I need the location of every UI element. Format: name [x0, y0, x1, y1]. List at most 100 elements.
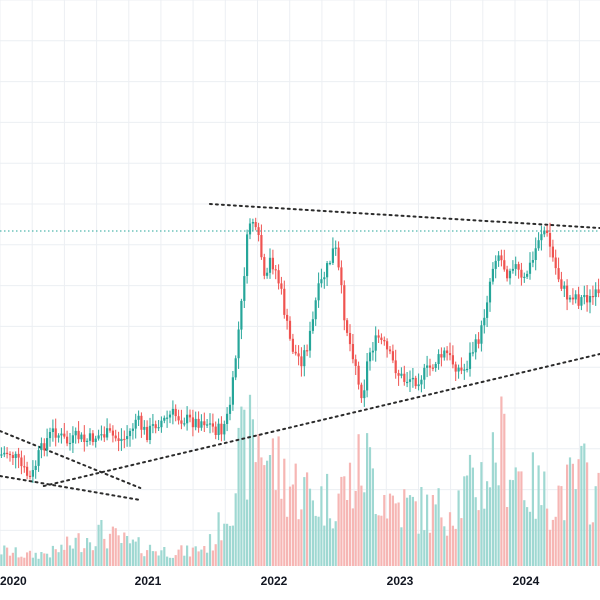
candle-body [23, 466, 26, 468]
volume-bar [277, 436, 280, 566]
candles [0, 217, 600, 483]
volume-bar [566, 464, 569, 566]
candle-body [308, 330, 312, 351]
candle-body [488, 281, 492, 303]
volume-bar [217, 512, 220, 566]
candle-body [397, 373, 400, 376]
volume-bar [263, 465, 266, 566]
volume-bar [363, 492, 366, 566]
volume-bar [68, 545, 72, 566]
volume-bar [443, 526, 446, 566]
volume-bar [103, 538, 106, 566]
volume-bar [123, 532, 126, 566]
volume-bar [577, 459, 580, 566]
volume-bar [280, 498, 283, 566]
candle-body [528, 262, 532, 274]
candle-body [168, 414, 172, 418]
candle-body [268, 257, 272, 273]
volume-bar [434, 504, 437, 566]
candle-body [483, 317, 486, 326]
candle-body [71, 435, 74, 443]
volume-bar [417, 533, 420, 566]
candle-body [463, 369, 466, 371]
candle-body [183, 423, 186, 425]
x-tick-label: 2021 [135, 574, 162, 588]
volume-bar [563, 520, 566, 566]
candle-body [51, 428, 54, 432]
candle-body [411, 377, 414, 380]
candle-body [480, 325, 483, 344]
candle-body [440, 354, 443, 358]
candle-body [417, 384, 420, 387]
volume-bar [357, 434, 360, 566]
candle-body [551, 246, 554, 258]
candle-body [91, 433, 94, 442]
candle-body [428, 365, 432, 368]
candle-body [383, 340, 386, 342]
volume-bar [134, 541, 137, 566]
volume-bar [0, 554, 3, 566]
volume-bar [420, 487, 423, 566]
candle-body [28, 475, 32, 477]
volume-bar [106, 548, 109, 566]
candle-body [403, 373, 406, 382]
volume-bar [323, 525, 326, 566]
candle-body [237, 329, 240, 359]
candle-body [326, 263, 329, 278]
volume-bar [86, 538, 89, 566]
trendline [208, 203, 600, 229]
candle-body [220, 423, 223, 435]
volume-bar [120, 543, 123, 566]
volume-bar [383, 495, 386, 566]
candle-body [303, 350, 306, 367]
volume-bar [334, 521, 337, 566]
volume-bar [388, 493, 392, 566]
volume-bar [6, 547, 9, 566]
candle-body [286, 314, 289, 321]
volume-bar [377, 515, 380, 566]
volume-bar [543, 471, 546, 566]
volume-bar [271, 438, 274, 566]
candle-body [277, 270, 280, 284]
candle-body [14, 453, 17, 458]
volume-bar [260, 457, 263, 566]
volume-bar [286, 516, 289, 566]
trendline [42, 353, 600, 487]
volume-bar [303, 477, 306, 566]
volume-bar [14, 547, 17, 566]
candle-body [388, 349, 392, 352]
candle-body [474, 339, 477, 353]
volume-bar [328, 518, 332, 566]
candle-body [366, 361, 369, 391]
volume-bar [588, 524, 592, 566]
volume-bar [374, 514, 377, 566]
volume-bar [454, 528, 457, 566]
volume-bar [486, 481, 489, 566]
candle-body [477, 339, 480, 344]
volume-bar [83, 548, 86, 566]
volume-bar [208, 534, 212, 566]
candle-body [123, 438, 126, 441]
volume-bar [40, 552, 43, 566]
candle-body [243, 276, 246, 301]
candle-body [434, 364, 437, 368]
candle-body [563, 285, 566, 289]
trendlines [0, 203, 600, 501]
candle-body [537, 240, 540, 249]
candle-body [508, 270, 512, 279]
volume-bar [28, 550, 32, 566]
volume-bar [397, 502, 400, 566]
candle-body [394, 360, 397, 374]
volume-bar [317, 516, 320, 566]
volume-bar [546, 508, 549, 566]
candle-body [560, 279, 563, 289]
candle-body [114, 435, 117, 439]
volume-bar [574, 489, 577, 566]
candle-body [174, 408, 177, 417]
candle-body [57, 435, 60, 438]
candle-body [206, 424, 209, 426]
candle-body [211, 423, 214, 427]
candle-body [266, 272, 269, 276]
